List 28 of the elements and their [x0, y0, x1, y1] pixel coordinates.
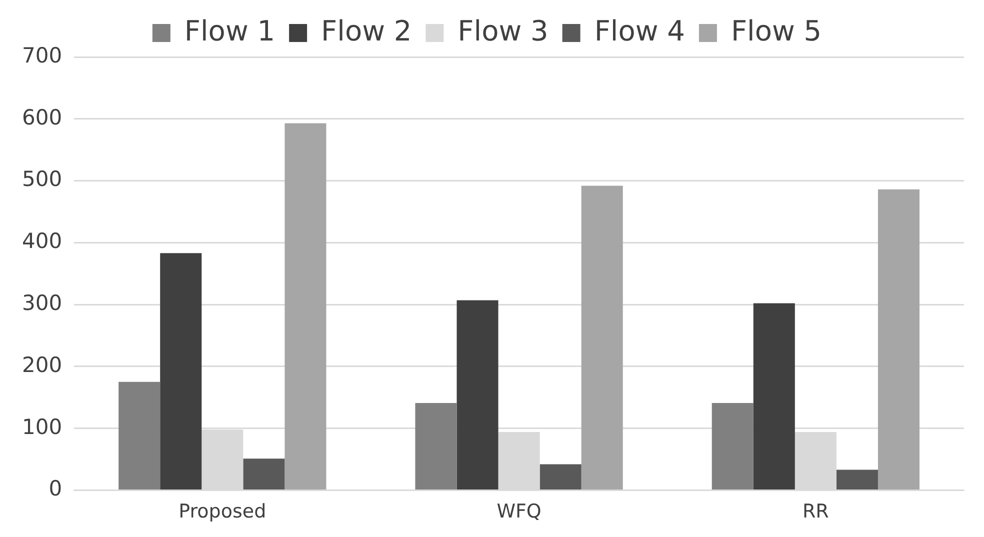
y-tick-label: 600: [22, 105, 62, 130]
x-tick-label: Proposed: [178, 500, 266, 523]
bar: [118, 382, 160, 490]
y-tick-label: 0: [48, 476, 62, 501]
y-tick-label: 400: [22, 229, 62, 254]
bar: [712, 402, 754, 490]
x-tick-label: RR: [802, 500, 829, 523]
y-tick-label: 100: [22, 414, 62, 439]
legend-label: Flow 5: [730, 14, 822, 48]
bar: [753, 303, 795, 490]
bar: [243, 458, 285, 490]
bar: [160, 253, 202, 490]
bar: [581, 186, 623, 490]
bar: [284, 123, 326, 490]
y-tick-label: 200: [22, 352, 62, 377]
bar: [878, 189, 920, 490]
legend-label: Flow 4: [594, 14, 685, 48]
y-tick-label: 500: [22, 167, 62, 192]
y-tick-label: 700: [22, 43, 62, 68]
legend-label: Flow 1: [184, 14, 276, 48]
bar: [415, 402, 457, 490]
x-tick-label: WFQ: [496, 500, 542, 523]
bar: [456, 300, 498, 490]
legend-label: Flow 2: [321, 14, 412, 48]
bar: [540, 464, 582, 490]
bar: [836, 470, 878, 490]
y-tick-label: 300: [22, 290, 62, 315]
legend-label: Flow 3: [458, 14, 548, 48]
